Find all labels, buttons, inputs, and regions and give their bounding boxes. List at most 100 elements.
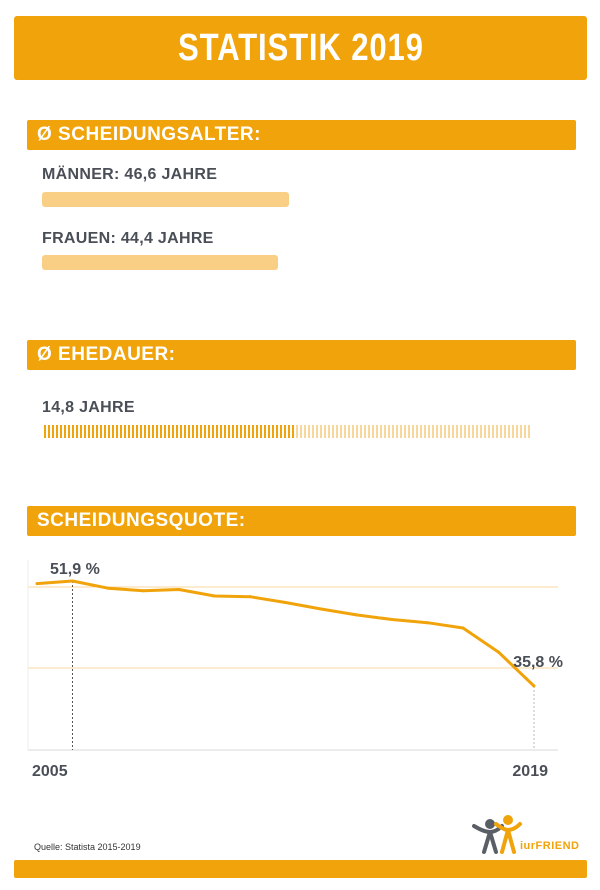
- progress-stripe: [92, 425, 94, 438]
- progress-stripe: [420, 425, 422, 438]
- progress-stripe: [496, 425, 498, 438]
- progress-stripe: [64, 425, 66, 438]
- data-point-2015: [390, 617, 394, 621]
- progress-stripe: [424, 425, 426, 438]
- progress-stripe: [360, 425, 362, 438]
- data-label-2005: 51,9 %: [50, 561, 100, 578]
- progress-stripe: [208, 425, 210, 438]
- progress-stripe: [280, 425, 282, 438]
- progress-stripe: [316, 425, 318, 438]
- source-note: Quelle: Statista 2015-2019: [34, 842, 141, 852]
- progress-stripe: [104, 425, 106, 438]
- progress-stripe: [396, 425, 398, 438]
- section-header-rate: SCHEIDUNGSQUOTE:: [27, 506, 576, 536]
- progress-stripe: [224, 425, 226, 438]
- progress-stripe: [320, 425, 322, 438]
- data-point-2011: [248, 595, 252, 599]
- progress-stripe: [156, 425, 158, 438]
- series-line-divorce-rate: [36, 579, 536, 688]
- progress-stripe: [144, 425, 146, 438]
- data-point-2013: [319, 607, 323, 611]
- progress-stripe: [204, 425, 206, 438]
- data-point-2019: [532, 684, 536, 688]
- progress-stripe: [260, 425, 262, 438]
- logo: iurFRIEND: [470, 810, 590, 858]
- data-point-2008: [142, 589, 145, 593]
- progress-stripe: [172, 425, 174, 438]
- section-header-duration: Ø EHEDAUER:: [27, 340, 576, 370]
- data-point-2012: [284, 601, 287, 605]
- data-point-2018: [497, 650, 500, 654]
- progress-stripe: [388, 425, 390, 438]
- progress-stripe: [372, 425, 374, 438]
- progress-stripe: [464, 425, 466, 438]
- data-point-2017: [461, 626, 465, 630]
- progress-stripe: [124, 425, 126, 438]
- progress-stripe: [164, 425, 166, 438]
- title-banner: STATISTIK 2019: [14, 16, 587, 80]
- progress-stripe: [68, 425, 70, 438]
- section-label-rate: SCHEIDUNGSQUOTE:: [37, 510, 246, 531]
- progress-stripe: [340, 425, 342, 438]
- progress-stripe: [148, 425, 150, 438]
- progress-stripe: [324, 425, 326, 438]
- progress-stripe: [192, 425, 194, 438]
- progress-stripe: [276, 425, 278, 438]
- progress-stripe: [108, 425, 110, 438]
- progress-stripe: [252, 425, 254, 438]
- progress-stripe: [368, 425, 370, 438]
- progress-stripe: [304, 425, 306, 438]
- divorce-rate-chart: 51,9 % 35,8 % 2005 2019: [27, 560, 563, 780]
- data-point-2006: [71, 579, 74, 583]
- progress-stripe: [376, 425, 378, 438]
- progress-stripe: [236, 425, 238, 438]
- progress-stripe: [136, 425, 138, 438]
- progress-stripe: [116, 425, 118, 438]
- progress-stripe: [364, 425, 366, 438]
- progress-stripe: [472, 425, 474, 438]
- progress-stripe: [468, 425, 470, 438]
- progress-stripe: [56, 425, 58, 438]
- progress-stripe: [240, 425, 242, 438]
- data-label-2019: 35,8 %: [513, 654, 563, 671]
- women-age-bar: [42, 255, 278, 270]
- progress-stripe: [52, 425, 54, 438]
- progress-stripe: [500, 425, 502, 438]
- x-tick-label-2019: 2019: [512, 763, 548, 780]
- progress-stripe: [528, 425, 530, 438]
- progress-stripe: [484, 425, 486, 438]
- duration-label: 14,8 JAHRE: [42, 399, 135, 416]
- page-title: STATISTIK 2019: [177, 26, 424, 69]
- progress-stripe: [356, 425, 358, 438]
- progress-stripe: [488, 425, 490, 438]
- progress-stripe: [128, 425, 130, 438]
- progress-stripe: [244, 425, 246, 438]
- progress-stripe: [300, 425, 302, 438]
- progress-stripe: [440, 425, 442, 438]
- progress-stripe: [120, 425, 122, 438]
- progress-stripe: [512, 425, 514, 438]
- progress-stripe: [308, 425, 310, 438]
- progress-stripe: [212, 425, 214, 438]
- progress-stripe: [344, 425, 346, 438]
- progress-stripe: [408, 425, 410, 438]
- data-point-2014: [355, 613, 358, 617]
- progress-stripe: [176, 425, 178, 438]
- progress-stripe: [412, 425, 414, 438]
- progress-stripe: [460, 425, 462, 438]
- progress-stripe: [180, 425, 182, 438]
- data-point-2010: [213, 594, 216, 598]
- progress-stripe: [392, 425, 394, 438]
- progress-stripe: [416, 425, 418, 438]
- data-point-2007: [106, 586, 110, 590]
- progress-stripe: [380, 425, 382, 438]
- progress-stripe: [72, 425, 74, 438]
- logo-figures-icon: [472, 815, 522, 854]
- progress-stripe: [228, 425, 230, 438]
- progress-stripe: [248, 425, 250, 438]
- progress-stripe: [132, 425, 134, 438]
- progress-stripe: [352, 425, 354, 438]
- progress-stripe: [400, 425, 402, 438]
- progress-stripe: [516, 425, 518, 438]
- progress-stripe: [404, 425, 406, 438]
